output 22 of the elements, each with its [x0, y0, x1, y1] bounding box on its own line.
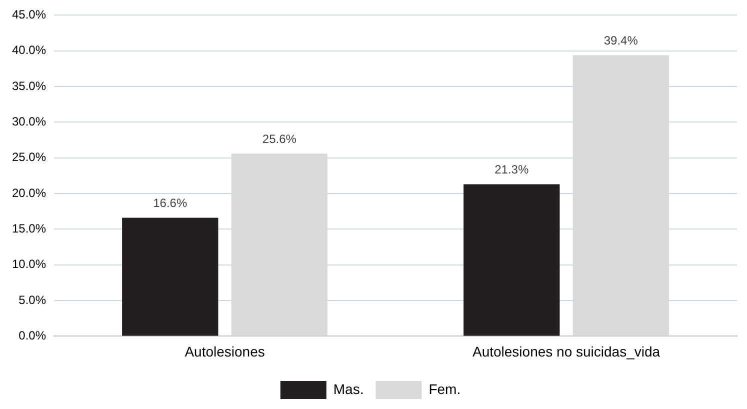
data-label: 16.6%: [153, 196, 188, 210]
y-tick-label: 10.0%: [12, 257, 46, 272]
legend-label: Mas.: [333, 380, 364, 397]
y-tick-label: 5.0%: [18, 292, 46, 307]
legend-label: Fem.: [428, 380, 461, 397]
y-tick-label: 0.0%: [18, 328, 46, 343]
data-label: 25.6%: [262, 132, 297, 146]
x-tick-label: Autolesiones: [184, 343, 265, 360]
bar: [572, 55, 669, 336]
y-tick-label: 45.0%: [12, 8, 46, 22]
y-tick-label: 30.0%: [12, 114, 46, 129]
data-label: 39.4%: [604, 33, 638, 48]
y-tick-label: 20.0%: [12, 186, 46, 200]
bar: [464, 184, 560, 336]
data-label: 21.3%: [494, 162, 529, 177]
bar: [122, 218, 218, 336]
x-tick-label: Autolesiones no suicidas_vida: [472, 343, 660, 360]
y-tick-label: 40.0%: [12, 43, 46, 58]
y-tick-label: 15.0%: [12, 222, 46, 236]
bar: [231, 154, 328, 336]
y-tick-label: 35.0%: [12, 78, 46, 93]
y-tick-label: 25.0%: [12, 150, 46, 164]
